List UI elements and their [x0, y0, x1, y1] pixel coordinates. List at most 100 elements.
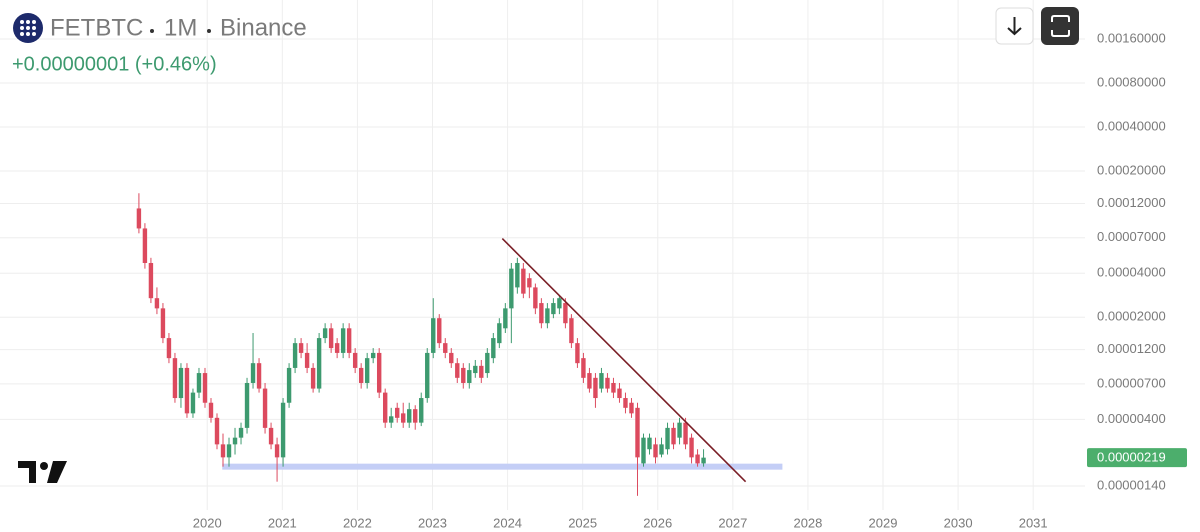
exchange: Binance	[220, 14, 307, 41]
candle-body	[509, 268, 514, 309]
candle-body	[455, 363, 460, 378]
candle-body	[545, 308, 550, 324]
candle-body	[437, 318, 442, 344]
x-tick-label: 2022	[343, 515, 372, 530]
y-tick-label: 0.00000140	[1097, 477, 1166, 492]
x-tick-label: 2025	[568, 515, 597, 530]
candle-body	[407, 409, 412, 423]
interval: 1M	[164, 14, 197, 41]
x-tick-label: 2029	[869, 515, 898, 530]
candle-body	[292, 343, 298, 368]
candle-body	[382, 392, 388, 423]
x-tick-label: 2028	[793, 515, 822, 530]
y-tick-label: 0.00000700	[1097, 375, 1166, 390]
support-band	[222, 463, 783, 470]
candle-body	[244, 382, 250, 428]
candle-body	[473, 365, 478, 374]
candle-body	[166, 338, 172, 359]
candle-body	[431, 318, 436, 353]
candle-body	[605, 377, 610, 389]
candle-body	[304, 352, 310, 368]
candle-body	[479, 365, 484, 378]
candle-body	[425, 352, 430, 399]
candle-body	[695, 454, 700, 464]
y-tick-label: 0.00007000	[1097, 229, 1166, 244]
candle-body	[370, 352, 376, 359]
symbol: FETBTC	[50, 14, 143, 41]
candle-body	[485, 352, 490, 374]
candle-body	[322, 328, 328, 339]
y-tick-label: 0.00040000	[1097, 118, 1166, 133]
separator	[207, 29, 211, 33]
candle-body	[148, 262, 154, 299]
candle-body	[196, 373, 202, 393]
candle-body	[178, 367, 184, 399]
tradingview-logo	[18, 461, 67, 483]
candle-body	[569, 318, 574, 344]
candle-body	[184, 367, 190, 414]
x-tick-label: 2026	[643, 515, 672, 530]
candle-body	[226, 444, 232, 458]
candle-body	[232, 437, 238, 445]
candle-body	[599, 373, 604, 389]
candle-body	[202, 373, 208, 403]
candle-body	[298, 343, 304, 353]
candle-body	[503, 308, 508, 329]
candle-body	[274, 444, 280, 458]
candle-body	[677, 422, 682, 438]
y-tick-label: 0.00012000	[1097, 195, 1166, 210]
candle-body	[160, 308, 166, 339]
candle-body	[443, 343, 448, 353]
candle-body	[413, 409, 418, 423]
y-tick-label: 0.00002000	[1097, 309, 1166, 324]
candle-body	[389, 416, 394, 423]
candle-body	[449, 352, 454, 364]
symbol-icon-dots	[20, 20, 36, 36]
candle-body	[172, 358, 178, 399]
candle-body	[623, 398, 628, 408]
candle-body	[539, 303, 544, 324]
candle-body	[419, 398, 424, 423]
candle-body	[250, 363, 256, 383]
candle-body	[280, 402, 286, 458]
y-tick-label: 0.00000400	[1097, 411, 1166, 426]
candle-body	[238, 427, 244, 438]
candle-body	[515, 262, 520, 288]
candle-body	[352, 352, 358, 368]
candle-body	[268, 427, 274, 445]
candle-body	[395, 407, 400, 418]
candle-body	[142, 228, 148, 263]
x-tick-label: 2030	[944, 515, 973, 530]
candle-body	[401, 413, 406, 423]
last-price-label: 0.00000219	[1097, 450, 1166, 465]
candle-body	[262, 388, 268, 428]
candle-body	[346, 328, 352, 353]
candle-body	[659, 444, 664, 455]
candle-body	[665, 427, 670, 450]
candle-body	[340, 328, 346, 353]
candle-body	[647, 437, 652, 450]
candle-body	[190, 392, 196, 414]
candle-body	[593, 377, 598, 399]
y-tick-label: 0.00001200	[1097, 341, 1166, 356]
candle-body	[334, 343, 340, 353]
x-tick-label: 2027	[718, 515, 747, 530]
candle-body	[653, 444, 658, 458]
candle-body	[563, 303, 568, 324]
y-tick-label: 0.00004000	[1097, 265, 1166, 280]
candle-body	[364, 358, 370, 383]
x-tick-label: 2023	[418, 515, 447, 530]
candle-body	[629, 402, 634, 414]
candle-body	[581, 358, 586, 378]
x-tick-label: 2021	[268, 515, 297, 530]
download-button[interactable]	[995, 7, 1034, 45]
trendline	[501, 238, 747, 483]
candle-body	[557, 298, 562, 309]
candle-body	[575, 343, 580, 364]
candle-body	[533, 287, 538, 309]
fullscreen-button[interactable]	[1041, 7, 1079, 45]
candle-body	[256, 363, 262, 389]
